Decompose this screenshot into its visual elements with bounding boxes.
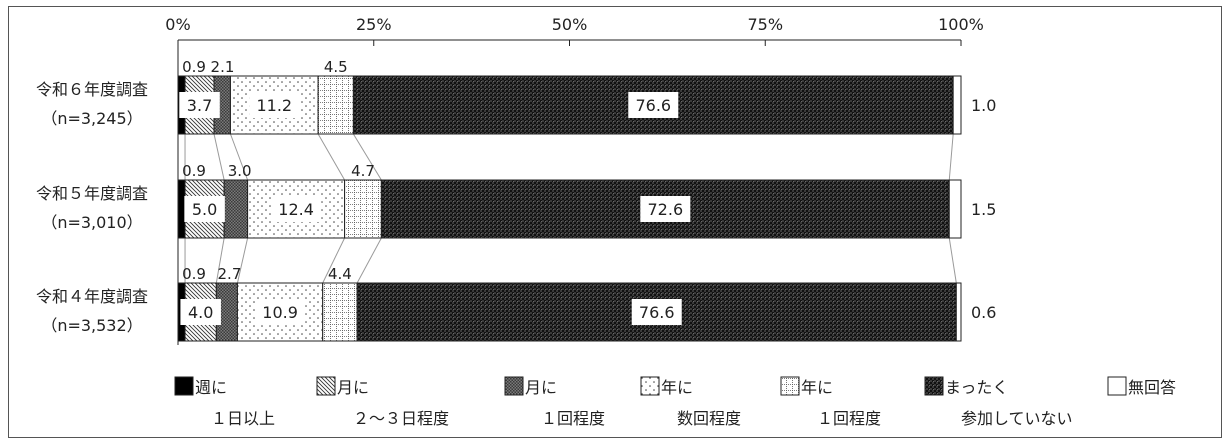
legend-label: 月に [337,378,369,397]
category-labels: 令和６年度調査 （n=3,245） 令和５年度調査 （n=3,010） 令和４年度調査 （… [36,80,148,335]
value-label-above: 0.9 [182,58,206,76]
legend-swatch [924,376,944,396]
legend-label-line2: 数回程度 [677,409,741,428]
legend-swatch [1107,376,1127,396]
bar-segment [322,282,358,342]
x-axis: 0% 25% 50% 75% 100% [165,15,984,345]
bar-segment [223,179,249,239]
value-label-inside: 76.6 [635,96,671,115]
x-tick-label: 75% [747,15,783,34]
legend-swatch [504,376,524,396]
legend-swatch [780,376,800,396]
legend-label: まったく [945,378,1008,397]
bar-segment [948,179,962,239]
legend-label: 年に [801,378,833,397]
value-label-inside: 10.9 [262,303,298,322]
legend-swatch [316,376,336,396]
legend-label-line2: １回程度 [541,409,605,428]
value-label-box [628,92,679,118]
value-label-inside: 72.6 [648,200,684,219]
value-label-inside: 12.4 [278,200,314,219]
category-n-label: （n=3,245） [41,109,142,128]
series-connector [236,237,249,284]
series-connector [356,237,382,284]
value-label-box [255,299,306,325]
series-connector [352,133,382,181]
bar-segment [952,75,962,135]
x-tick-label: 50% [552,15,588,34]
value-label-inside: 3.7 [187,96,212,115]
value-label-box [180,299,221,325]
value-label-above: 3.0 [228,162,252,180]
value-label-above: 2.7 [218,265,242,283]
value-label-above: 0.9 [182,162,206,180]
category-n-label: （n=3,532） [41,316,142,335]
value-label-box [179,92,220,118]
value-label-inside: 4.0 [188,303,213,322]
series-connector [948,237,957,284]
category-label: 令和５年度調査 [36,184,148,203]
series-connector [317,133,346,181]
value-label-above: 2.1 [211,58,235,76]
value-label-right: 0.6 [971,303,996,322]
legend-label: 週に [195,378,227,397]
series-connector [215,237,225,284]
value-label-above: 0.9 [182,265,206,283]
value-label-inside: 76.6 [639,303,675,322]
value-label-box [184,196,225,222]
legend-label: 無回答 [1128,378,1176,397]
value-label-box [249,92,300,118]
category-label: 令和４年度調査 [36,287,148,306]
value-label-right: 1.0 [971,96,996,115]
category-label: 令和６年度調査 [36,80,148,99]
connector-lines [184,133,957,284]
legend-label-line2: １回程度 [817,409,881,428]
series-connector [229,133,249,181]
value-label-above: 4.5 [324,58,348,76]
legend-label: 年に [661,378,693,397]
bar-segment [177,179,186,239]
value-label-inside: 11.2 [256,96,292,115]
legend-label-line2: ２～３日程度 [353,409,449,428]
legend-label-line2: １日以上 [211,409,275,428]
value-label-box [640,196,691,222]
series-connector [322,237,346,284]
legend-swatch [640,376,660,396]
bar-segment [317,75,354,135]
bar-segment [344,179,382,239]
legend-swatch [174,376,194,396]
series-connector [948,133,954,181]
x-tick-label: 25% [356,15,392,34]
value-label-box [271,196,322,222]
value-labels: 0.9 2.1 4.5 3.7 11.2 76.6 1.0 0.9 3.0 4.7 5.0 12.4 7… [179,58,996,325]
series-connector [213,133,225,181]
value-label-box [631,299,682,325]
legend-label: 月に [525,378,557,397]
x-tick-label: 100% [938,15,984,34]
value-label-inside: 5.0 [192,200,217,219]
category-n-label: （n=3,010） [41,213,142,232]
x-tick-label: 0% [165,15,190,34]
value-label-above: 4.4 [328,265,352,283]
value-label-above: 4.7 [351,162,375,180]
legend-label-line2: 参加していない [961,409,1073,428]
bar-segment [955,282,962,342]
chart-frame [8,6,1222,438]
value-label-right: 1.5 [971,200,996,219]
